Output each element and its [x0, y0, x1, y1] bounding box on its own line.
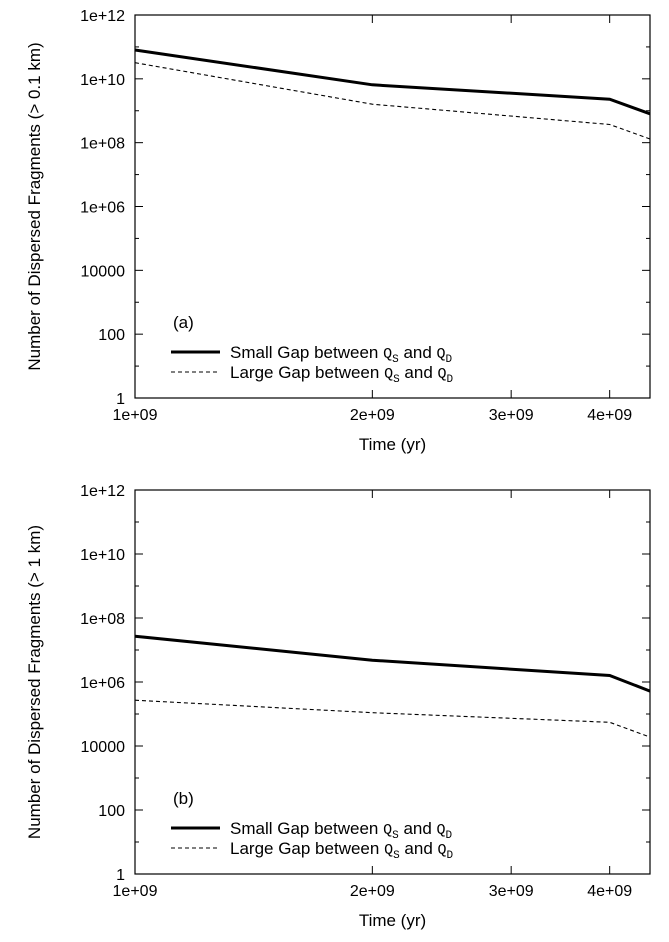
x-tick-label: 2e+09 [350, 407, 395, 424]
legend-label-large-gap: Large Gap between QS and QD [230, 363, 454, 386]
y-tick-label: 100 [98, 803, 125, 820]
y-tick-label: 1e+08 [80, 136, 125, 153]
series-line-small-gap [134, 48, 651, 116]
y-tick-label: 1e+06 [80, 675, 125, 692]
x-tick-label: 4e+09 [587, 407, 632, 424]
legend-label-large-gap: Large Gap between QS and QD [230, 839, 454, 862]
x-axis-label: Time (yr) [359, 435, 426, 454]
y-tick-label: 100 [98, 327, 125, 344]
y-tick-label: 1e+06 [80, 200, 125, 217]
x-tick-label: 2e+09 [350, 883, 395, 900]
y-axis-label: Number of Dispersed Fragments (> 0.1 km) [25, 42, 44, 370]
x-tick-label: 1e+09 [113, 883, 158, 900]
chart-panel-a: 1 100 10000 1e+06 1e+08 1e+10 1e+12 1e+09 2e+09 3… [25, 8, 651, 454]
legend-label-small-gap: Small Gap between QS and QD [230, 343, 453, 366]
series-line-large-gap [134, 699, 651, 738]
x-tick-label: 3e+09 [489, 883, 534, 900]
panel-label: (a) [173, 313, 194, 332]
x-axis-label: Time (yr) [359, 911, 426, 930]
y-tick-label: 1 [116, 867, 125, 884]
chart-panel-b: 1 100 10000 1e+06 1e+08 1e+10 1e+12 1e+09 2e+09 3… [25, 483, 651, 930]
y-axis-label: Number of Dispersed Fragments (> 1 km) [25, 525, 44, 839]
legend-label-small-gap: Small Gap between QS and QD [230, 819, 453, 842]
y-tick-label: 1e+08 [80, 611, 125, 628]
y-tick-label: 1e+10 [80, 547, 125, 564]
panel-label: (b) [173, 789, 194, 808]
y-tick-label: 10000 [81, 263, 126, 280]
x-tick-label: 1e+09 [113, 407, 158, 424]
series-line-large-gap [134, 62, 651, 140]
plot-frame [134, 14, 651, 399]
y-tick-label: 1e+12 [80, 483, 125, 500]
y-tick-label: 1 [116, 391, 125, 408]
y-tick-label: 1e+12 [80, 8, 125, 25]
y-tick-label: 10000 [81, 739, 126, 756]
x-tick-label: 3e+09 [489, 407, 534, 424]
series-line-small-gap [134, 634, 651, 693]
y-tick-label: 1e+10 [80, 72, 125, 89]
plot-frame [134, 489, 651, 875]
x-tick-label: 4e+09 [587, 883, 632, 900]
